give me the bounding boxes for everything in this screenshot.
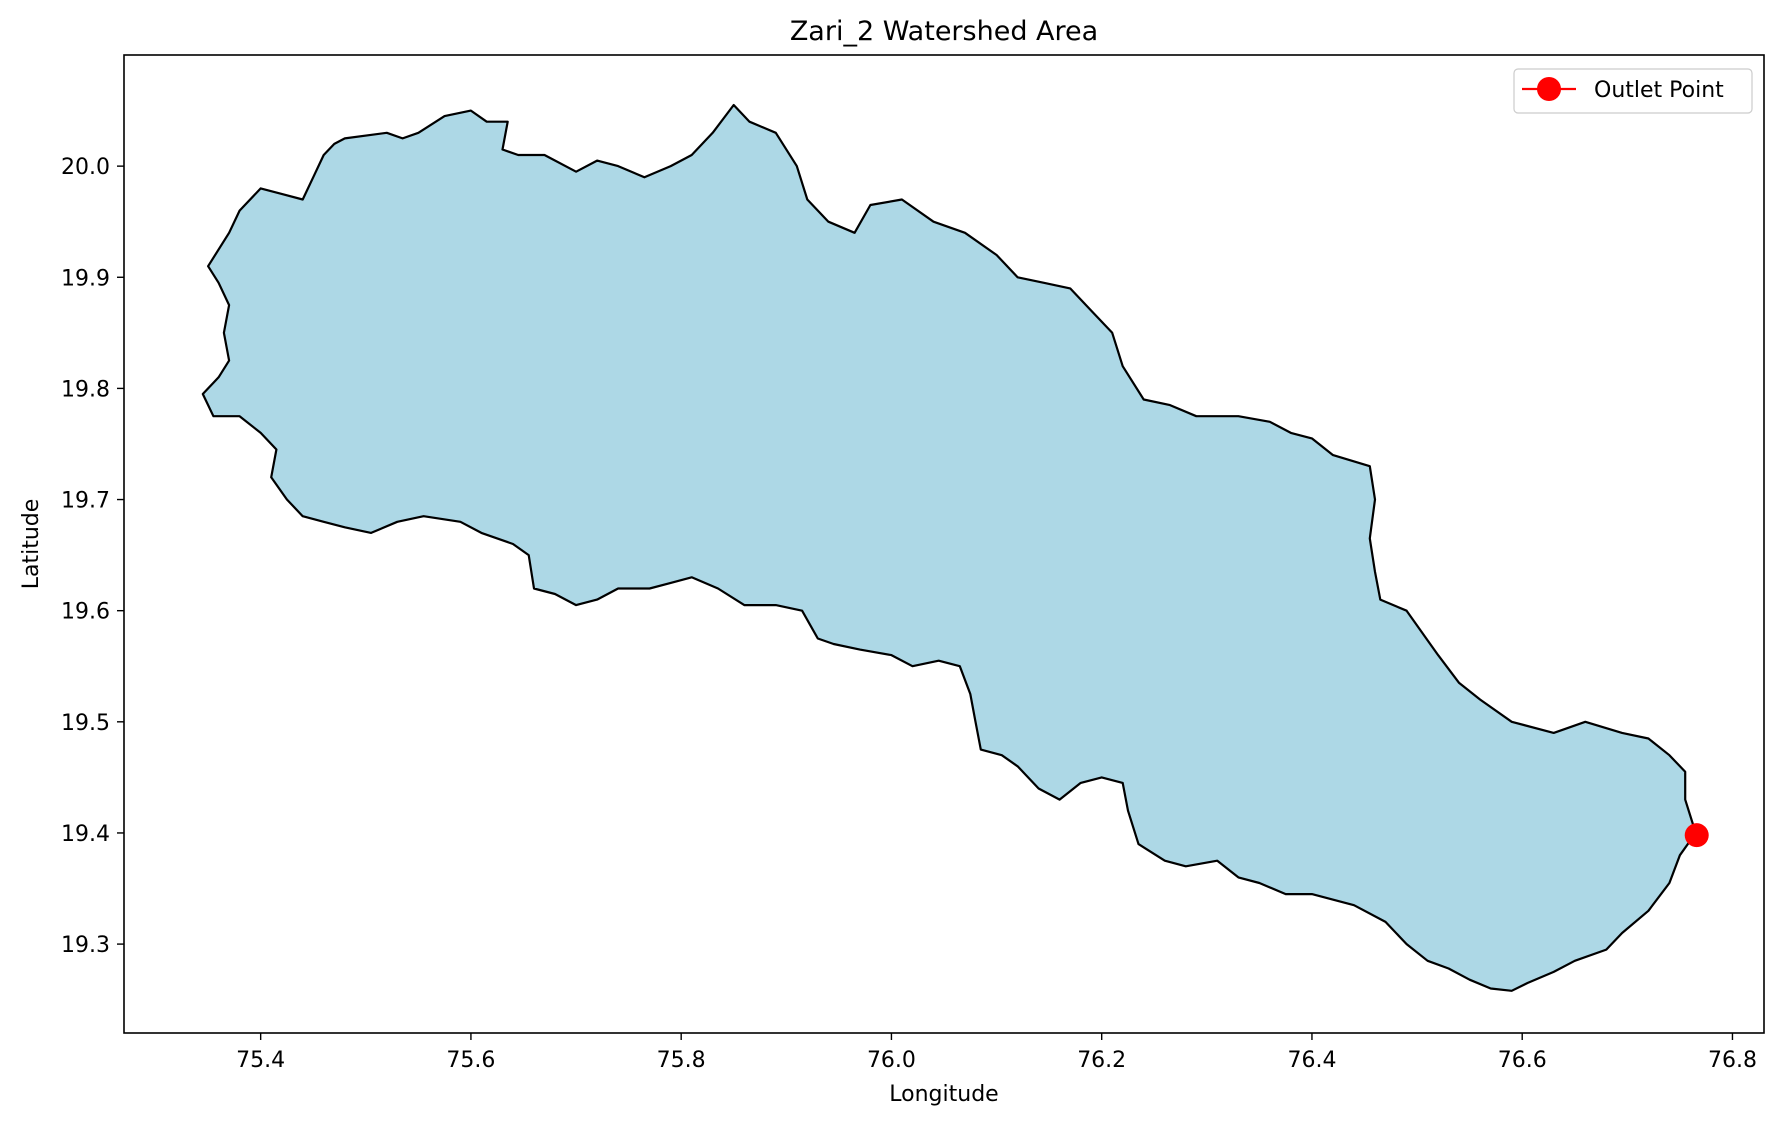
x-tick-label: 75.4 [236, 1048, 285, 1073]
outlet-point-marker[interactable] [1684, 823, 1709, 848]
watershed-polygon [201, 103, 1697, 992]
plot-frame [123, 54, 1765, 1034]
y-tick-label: 19.9 [61, 266, 110, 291]
x-tick-label: 76.8 [1708, 1048, 1757, 1073]
legend-box [1513, 68, 1753, 114]
x-tick-label: 76.2 [1077, 1048, 1126, 1073]
y-tick-label: 19.3 [61, 933, 110, 958]
y-tick-label: 19.6 [61, 600, 110, 625]
x-tick-label: 75.6 [446, 1048, 495, 1073]
x-tick-label: 75.8 [657, 1048, 706, 1073]
legend-label-outlet-point: Outlet Point [1594, 78, 1724, 103]
legend-outlet-marker-icon [1537, 77, 1561, 101]
x-axis-label: Longitude [889, 1082, 998, 1107]
x-tick-label: 76.0 [867, 1048, 916, 1073]
y-tick-label: 19.7 [61, 489, 110, 514]
y-tick-label: 19.8 [61, 377, 110, 402]
x-tick-label: 76.6 [1498, 1048, 1547, 1073]
y-tick-label: 20.0 [61, 155, 110, 180]
map-title: Zari_2 Watershed Area [790, 16, 1098, 47]
x-tick-label: 76.4 [1287, 1048, 1336, 1073]
y-tick-label: 19.5 [61, 711, 110, 736]
y-axis-label: Latitude [19, 499, 44, 590]
y-tick-label: 19.4 [61, 822, 110, 847]
legend: Outlet Point [1513, 68, 1753, 114]
x-axis-ticks: 75.4 75.6 75.8 76.0 76.2 76.4 76.6 76.8 [236, 1033, 1757, 1073]
y-axis-ticks: 19.3 19.4 19.5 19.6 19.7 19.8 19.9 20.0 [61, 155, 124, 958]
